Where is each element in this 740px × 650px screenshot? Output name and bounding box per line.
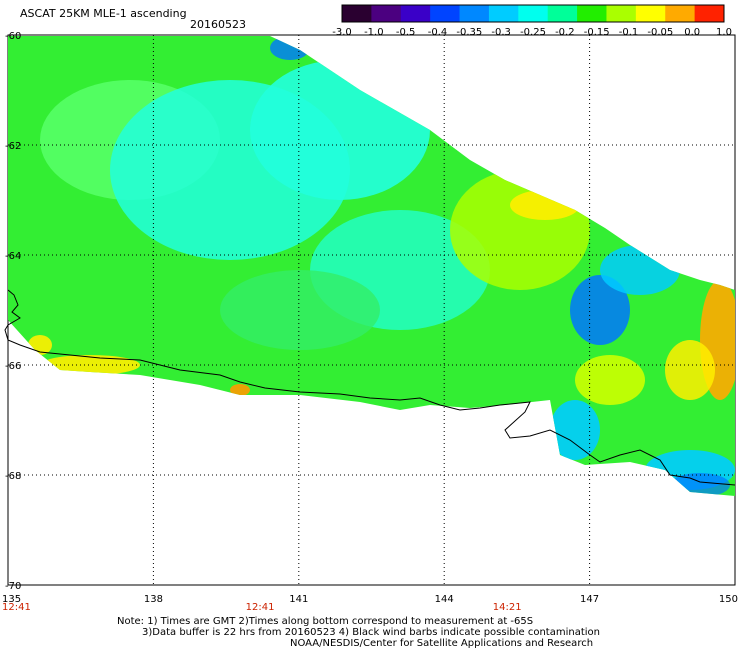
coastline [4,289,736,486]
colorbar-segment [547,5,578,22]
latitude-tick-label: -66 [5,361,21,372]
longitude-tick-label: 147 [580,594,599,605]
wind-swath [8,36,735,496]
swath-patch-yellow-green [575,355,645,405]
colorbar-segment [371,5,402,22]
colorbar: -3.0 -1.0 -0.5 -0.4 -0.35 -0.3 -0.25 -0.2 -0.15-… [332,4,732,38]
colorbar-label: -0.1 [619,27,639,38]
swath-patch-cyan [250,60,430,200]
note-line-2: 3)Data buffer is 22 hrs from 20160523 4)… [142,627,600,638]
swath-patch-yellow [510,190,580,220]
colorbar-segment [577,5,607,22]
swath-patch-green [220,270,380,350]
colorbar-segment [665,5,696,22]
longitude-tick-label: 150 [719,594,738,605]
time-label: 12:41 [246,602,275,613]
colorbar-segment [400,5,431,22]
colorbar-frame [341,4,725,23]
latitude-tick-label: -68 [5,471,21,482]
swath-patch-blue [270,36,310,60]
colorbar-label: -0.35 [456,27,482,38]
colorbar-label: -0.4 [428,27,448,38]
colorbar-segment [488,5,519,22]
colorbar-label: -0.15 [584,27,610,38]
colorbar-segment [518,5,549,22]
colorbar-segment [694,5,725,22]
colorbar-label: -0.05 [647,27,673,38]
swath-patch-light-blue [600,245,680,295]
colorbar-segment [635,5,666,22]
swath-patch-light-blue [550,400,600,460]
longitude-tick-label: 135 [2,594,21,605]
colorbar-label: -0.3 [491,27,511,38]
latitude-tick-label: -60 [5,31,21,42]
latitude-tick-label: -62 [5,141,21,152]
map-date: 20160523 [190,18,246,31]
swath-patch-yellow [40,355,140,375]
colorbar-label: -0.5 [396,27,416,38]
latitude-tick-label: -64 [5,251,21,262]
longitude-labels: 135 138 141 144 147 150 [2,594,738,605]
colorbar-label: -0.25 [520,27,546,38]
latitude-tick-label: -70 [5,581,21,592]
time-label: 14:21 [493,602,522,613]
note-line-1: Note: 1) Times are GMT 2)Times along bot… [117,616,534,627]
swath-patch-yellow-green [450,170,590,290]
note-line-3: NOAA/NESDIS/Center for Satellite Applica… [290,638,594,649]
swath-patch-orange [230,384,250,396]
colorbar-segment [606,5,637,22]
time-labels: 12:41 12:41 14:21 [2,602,522,613]
time-label: 12:41 [2,602,31,613]
latitude-labels: -60 -62 -64 -66 -68 -70 [5,31,21,592]
colorbar-segment [459,5,490,22]
longitude-tick-label: 141 [289,594,308,605]
swath-patch-blue [570,275,630,345]
map-title: ASCAT 25KM MLE-1 ascending [20,7,187,20]
colorbar-label: -1.0 [364,27,384,38]
colorbar-label: 1.0 [716,27,732,38]
colorbar-segment [430,5,461,22]
longitude-tick-label: 138 [144,594,163,605]
colorbar-label: -0.2 [555,27,575,38]
longitude-tick-label: 144 [435,594,454,605]
colorbar-label: -3.0 [332,27,352,38]
swath-patch-yellow [665,340,715,400]
colorbar-segment [342,5,372,22]
colorbar-label: 0.0 [684,27,700,38]
